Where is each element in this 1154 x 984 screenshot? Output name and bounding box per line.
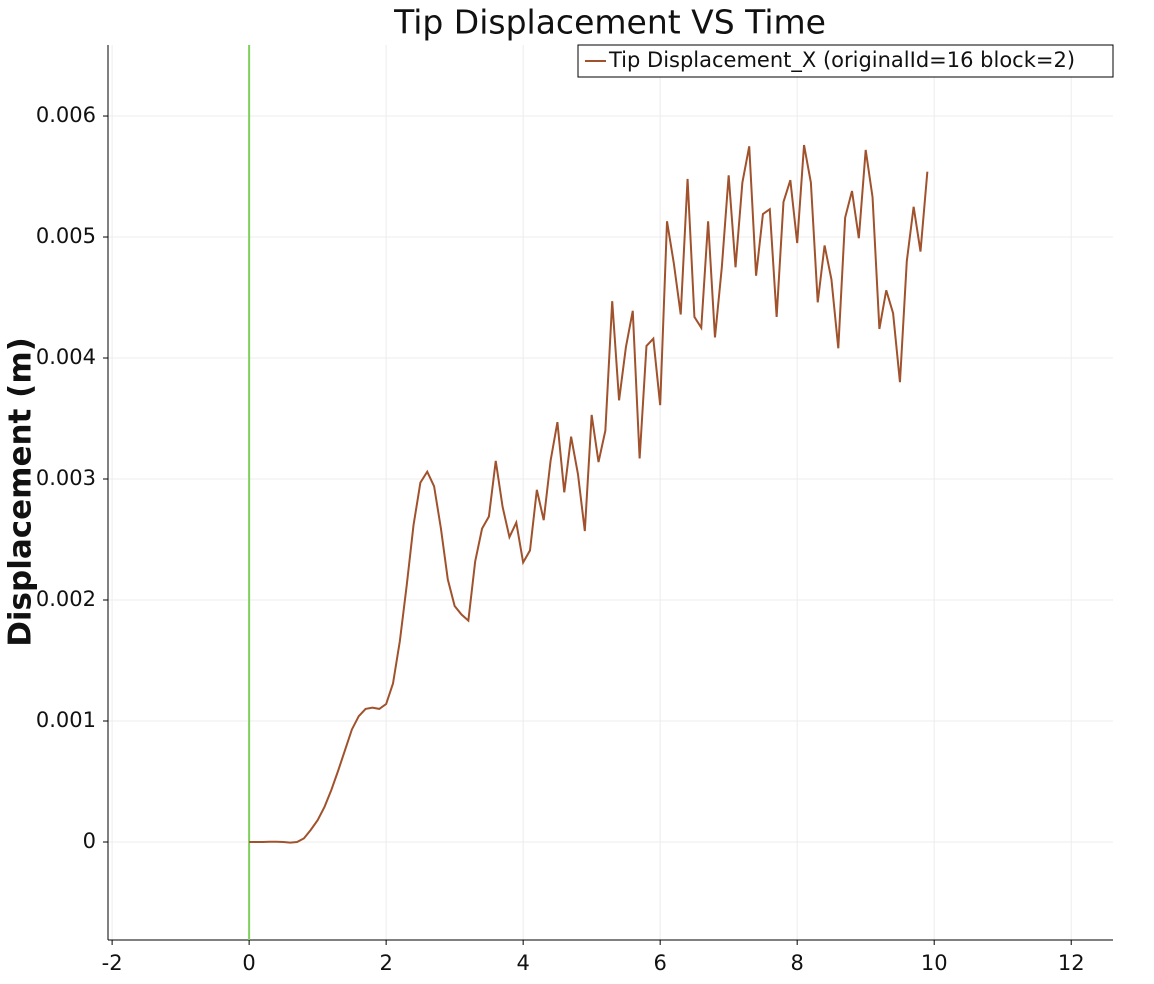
chart-title: Tip Displacement VS Time <box>393 3 826 42</box>
y-tick-label: 0.001 <box>36 708 96 732</box>
y-tick-label: 0 <box>83 829 96 853</box>
legend-box <box>577 44 1114 78</box>
y-tick-label: 0.002 <box>36 587 96 611</box>
x-tick-label: 4 <box>516 951 529 975</box>
y-tick-label: 0.004 <box>36 345 96 369</box>
x-tick-label: 6 <box>653 951 666 975</box>
x-tick-label: 12 <box>1058 951 1085 975</box>
y-tick-label: 0.006 <box>36 103 96 127</box>
x-tick-label: 10 <box>921 951 948 975</box>
y-tick-label: 0.005 <box>36 224 96 248</box>
y-tick-label: 0.003 <box>36 466 96 490</box>
x-tick-label: 0 <box>242 951 255 975</box>
x-tick-label: -2 <box>102 951 123 975</box>
y-axis-label: Displacement (m) <box>3 337 39 647</box>
x-tick-label: 2 <box>379 951 392 975</box>
legend-label: Tip Displacement_X (originalId=16 block=… <box>608 48 1075 73</box>
x-tick-label: 8 <box>790 951 803 975</box>
data-line <box>249 144 929 844</box>
